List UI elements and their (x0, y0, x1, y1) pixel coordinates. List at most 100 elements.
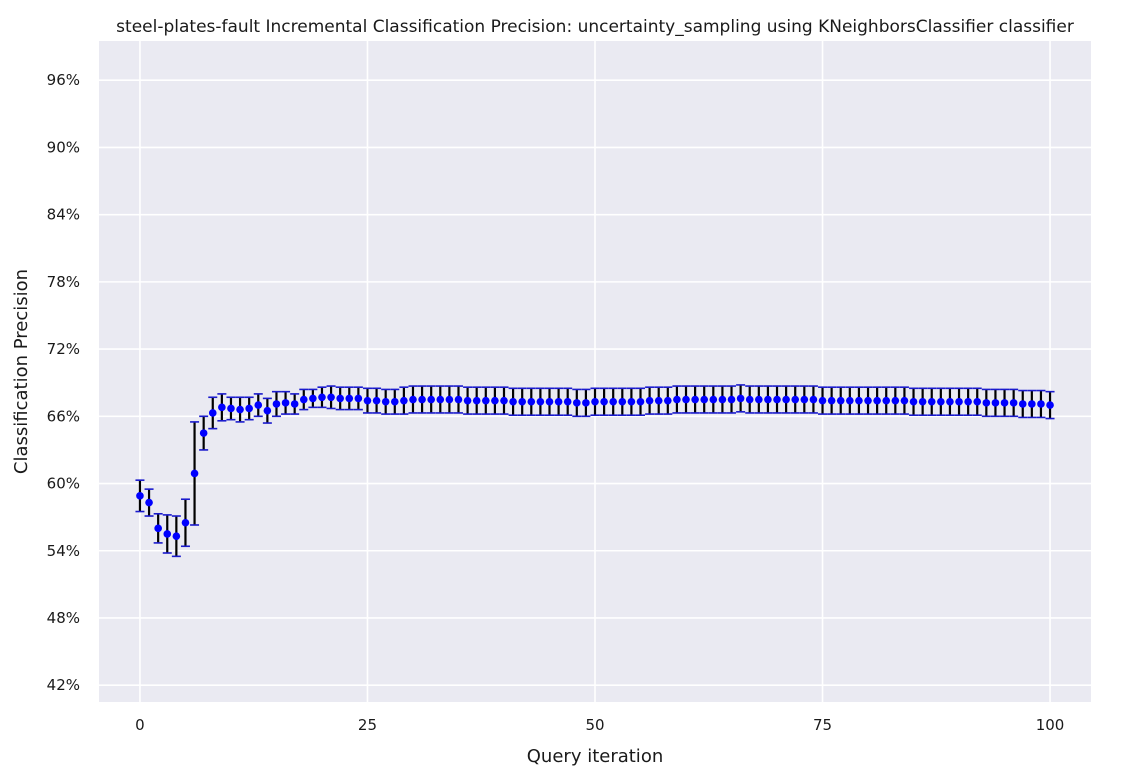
data-point (909, 397, 918, 406)
data-point (727, 395, 736, 404)
data-point (755, 395, 763, 404)
data-point (664, 396, 672, 405)
data-point (572, 399, 581, 407)
data-point (500, 396, 508, 405)
data-point (527, 397, 536, 406)
data-point (163, 530, 172, 538)
y-tick-label: 72% (47, 340, 80, 358)
data-point (609, 397, 618, 406)
data-point (354, 394, 363, 403)
data-point (918, 397, 927, 406)
data-point (309, 394, 317, 403)
y-tick-label: 48% (47, 609, 80, 627)
data-point (245, 404, 253, 413)
grid-lines (99, 41, 1091, 702)
data-point (545, 397, 554, 406)
data-point (554, 397, 563, 406)
data-point (982, 399, 991, 407)
data-point (172, 532, 181, 540)
data-point (199, 429, 208, 437)
chart-title: steel-plates-fault Incremental Classific… (116, 17, 1074, 37)
data-point (855, 396, 863, 405)
data-point (418, 395, 426, 404)
data-point (518, 397, 526, 406)
x-tick-label: 75 (813, 716, 832, 734)
data-point (700, 395, 709, 404)
x-axis-label: Query iteration (527, 746, 663, 767)
data-point (682, 395, 690, 404)
data-point (1009, 399, 1018, 407)
data-point (809, 395, 818, 404)
data-point (236, 405, 244, 414)
y-tick-label: 84% (47, 206, 80, 224)
data-point (654, 396, 663, 405)
data-point (691, 395, 699, 404)
data-point (937, 397, 945, 406)
data-point (882, 396, 891, 405)
x-tick-label: 25 (358, 716, 377, 734)
data-point (645, 396, 654, 405)
data-point (145, 498, 153, 507)
data-point (709, 395, 718, 404)
data-point (136, 492, 144, 500)
data-point (955, 397, 963, 406)
data-point (900, 396, 909, 405)
data-point (281, 399, 290, 407)
x-tick-label: 100 (1036, 716, 1065, 734)
data-point (800, 395, 809, 404)
data-point (673, 395, 681, 404)
data-point (973, 397, 982, 406)
x-tick-label: 0 (135, 716, 145, 734)
data-point (472, 396, 481, 405)
data-point (218, 403, 226, 412)
y-tick-label: 66% (47, 407, 80, 425)
data-point (718, 395, 727, 404)
data-point (1046, 401, 1054, 409)
data-point (154, 524, 162, 533)
data-point (400, 396, 408, 405)
data-point (272, 400, 281, 408)
data-point (764, 395, 772, 404)
data-point (1018, 400, 1027, 408)
data-point (190, 469, 199, 478)
data-point (299, 395, 308, 404)
y-tick-label: 96% (47, 71, 80, 89)
data-point (946, 397, 954, 406)
data-point (390, 397, 399, 406)
data-point (263, 406, 272, 415)
data-point (372, 396, 381, 405)
data-point (208, 409, 217, 417)
y-tick-label: 78% (47, 273, 80, 291)
data-point (827, 396, 836, 405)
data-point (381, 397, 390, 406)
data-point (736, 394, 745, 403)
data-point (363, 396, 372, 405)
data-point (627, 397, 636, 406)
y-tick-label: 90% (47, 138, 80, 156)
data-point (846, 396, 854, 405)
data-point (600, 397, 608, 406)
data-point (427, 395, 435, 404)
data-point (463, 396, 472, 405)
data-point (591, 397, 599, 406)
data-point (181, 518, 190, 527)
x-tick-label: 50 (585, 716, 604, 734)
data-points (136, 393, 1054, 540)
data-point (636, 397, 645, 406)
data-point (563, 397, 572, 406)
data-point (345, 394, 354, 403)
data-point (782, 395, 790, 404)
data-point (445, 395, 454, 404)
data-point (864, 396, 872, 405)
data-point (336, 394, 344, 403)
data-point (409, 395, 417, 404)
data-point (318, 393, 326, 402)
data-point (873, 396, 881, 405)
data-point (227, 404, 235, 413)
data-point (290, 400, 299, 408)
y-tick-label: 60% (47, 475, 80, 493)
y-axis-label: Classification Precision (11, 269, 32, 474)
data-point (509, 397, 517, 406)
y-tick-label: 54% (47, 542, 80, 560)
